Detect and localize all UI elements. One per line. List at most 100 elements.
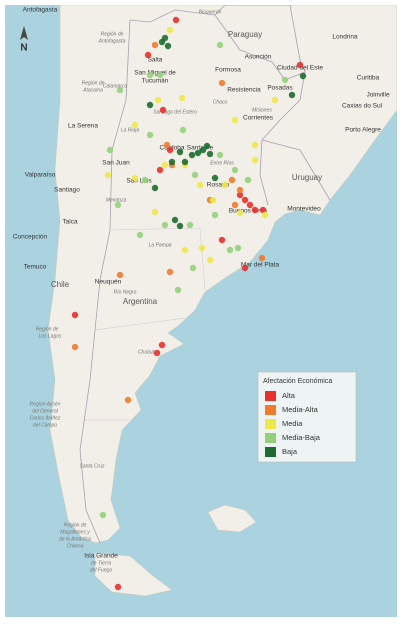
location-point: [209, 196, 217, 204]
place-label: Rosario: [207, 182, 230, 189]
legend-swatch: [265, 391, 276, 401]
location-point: [251, 156, 259, 164]
location-point: [246, 201, 254, 209]
location-point: [166, 26, 174, 34]
place-label: Carlos Ibáñez: [30, 415, 61, 421]
place-label: San Juan: [102, 160, 130, 167]
location-point: [171, 216, 179, 224]
location-point: [131, 121, 139, 129]
location-point: [106, 146, 114, 154]
location-point: [156, 166, 164, 174]
location-point: [206, 256, 214, 264]
place-label: Resistencia: [227, 87, 261, 94]
location-point: [211, 211, 219, 219]
location-point: [146, 71, 154, 79]
location-point: [194, 149, 202, 157]
location-point: [179, 126, 187, 134]
location-point: [146, 101, 154, 109]
location-point: [151, 41, 159, 49]
place-label: Londrina: [332, 34, 358, 41]
legend-title: Afectación Económica: [263, 378, 332, 385]
location-point: [189, 264, 197, 272]
place-label: de la Antártica: [59, 536, 91, 542]
location-point: [206, 150, 214, 158]
location-point: [296, 61, 304, 69]
place-label: Talca: [62, 219, 78, 226]
location-point: [151, 208, 159, 216]
location-point: [216, 151, 224, 159]
location-point: [146, 131, 154, 139]
location-point: [136, 231, 144, 239]
location-point: [141, 176, 149, 184]
place-label: Formosa: [215, 67, 241, 74]
place-label: Chile: [51, 280, 70, 289]
place-label: Salta: [148, 57, 163, 64]
location-point: [161, 161, 169, 169]
legend-label: Alta: [282, 391, 296, 400]
location-point: [299, 72, 307, 80]
location-point: [241, 264, 249, 272]
points: [71, 16, 307, 591]
place-label: Montevideo: [287, 206, 321, 213]
place-label: Neuquén: [95, 279, 122, 286]
location-point: [144, 51, 152, 59]
place-label: Santa Fe: [187, 145, 214, 152]
place-label: Argentina: [123, 297, 158, 306]
location-point: [251, 206, 259, 214]
location-point: [153, 349, 161, 357]
place-label: Región de: [101, 31, 124, 37]
legend-label: Media: [282, 419, 303, 428]
location-point: [288, 91, 296, 99]
place-label: Chubut: [138, 349, 155, 355]
location-point: [191, 171, 199, 179]
location-point: [271, 96, 279, 104]
location-point: [226, 246, 234, 254]
place-label: Santiago del Estero: [153, 109, 197, 115]
place-label: La Pampa: [149, 242, 172, 248]
location-point: [124, 396, 132, 404]
place-label: San Luis: [126, 178, 152, 185]
location-point: [156, 71, 164, 79]
location-point: [218, 236, 226, 244]
place-label: del Fuego: [90, 567, 112, 573]
location-point: [228, 176, 236, 184]
location-point: [71, 311, 79, 319]
place-label: Santiago: [54, 187, 80, 194]
location-point: [161, 34, 169, 42]
place-label: Atacama: [82, 87, 103, 93]
location-point: [198, 244, 206, 252]
place-label: Chilena: [67, 543, 84, 549]
place-label: Curitiba: [357, 75, 380, 82]
location-point: [178, 94, 186, 102]
location-point: [234, 244, 242, 252]
place-label: del General: [32, 408, 59, 414]
location-point: [163, 141, 171, 149]
place-label: Caxias do Sul: [342, 103, 383, 110]
legend-label: Baja: [282, 447, 298, 456]
place-label: Catamarca: [103, 83, 128, 89]
place-label: Asunción: [245, 54, 272, 61]
place-label: Región de: [82, 80, 105, 86]
place-label: Mendoza: [106, 197, 127, 203]
place-label: Chaco: [213, 99, 228, 105]
north-arrow: N: [20, 26, 28, 54]
border: [79, 19, 131, 544]
location-point: [244, 176, 252, 184]
location-point: [231, 166, 239, 174]
location-point: [258, 254, 266, 262]
place-label: San Miguel de: [134, 70, 176, 77]
location-point: [221, 181, 229, 189]
location-point: [99, 511, 107, 519]
location-point: [231, 116, 239, 124]
legend-label: Media-Alta: [282, 405, 319, 414]
location-point: [168, 158, 176, 166]
place-label: La Serena: [68, 123, 98, 130]
location-point: [231, 201, 239, 209]
border: [261, 139, 331, 201]
place-label: Antofagasta: [23, 7, 58, 14]
place-label: Río Negro: [114, 289, 137, 295]
location-point: [71, 343, 79, 351]
place-label: Santa Cruz: [79, 463, 105, 469]
place-label: Paraguay: [228, 30, 262, 39]
